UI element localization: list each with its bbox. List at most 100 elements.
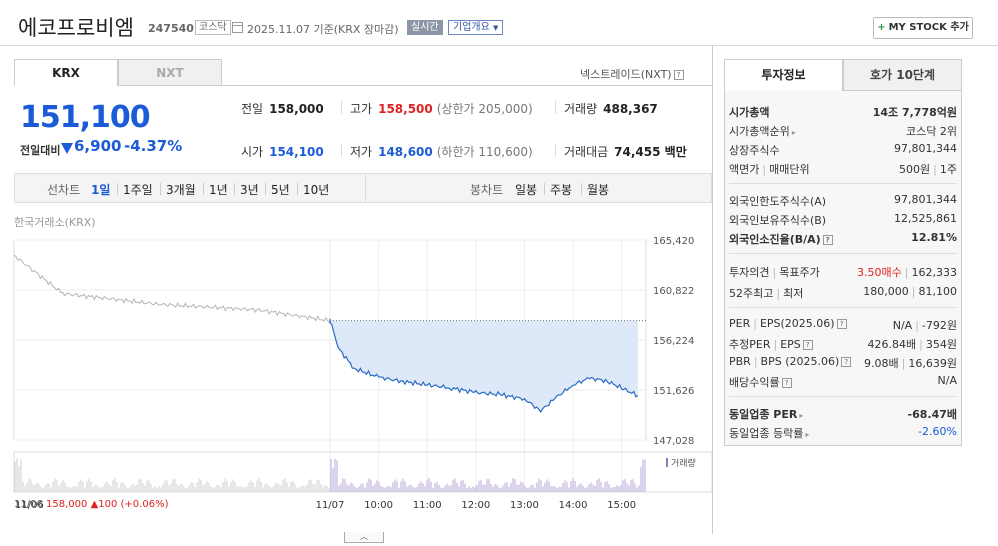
- help-icon[interactable]: ?: [781, 378, 792, 388]
- help-icon[interactable]: ?: [841, 357, 852, 367]
- x-tick-label: 11/06: [15, 500, 44, 510]
- divider: [729, 307, 957, 308]
- tab-krx[interactable]: KRX: [14, 59, 118, 86]
- company-overview-button[interactable]: 기업개요 ▼: [448, 20, 504, 35]
- period-1w[interactable]: 1주일: [123, 183, 153, 197]
- row-value: 354원: [925, 338, 957, 351]
- row-value: 97,801,344: [894, 142, 957, 155]
- chevron-right-icon: ▸: [791, 128, 796, 137]
- chevron-up-icon: ︿: [360, 532, 368, 541]
- period-3m[interactable]: 3개월: [166, 183, 196, 197]
- divider: [297, 183, 298, 195]
- period-3y[interactable]: 3년: [240, 183, 259, 197]
- row-label: 추정PER: [729, 338, 771, 351]
- stat-amount: 거래대금 74,455 백만: [564, 143, 687, 160]
- nextrade-label: 넥스트레이드(NXT): [580, 68, 672, 81]
- nextrade-link[interactable]: 넥스트레이드(NXT)?: [580, 66, 684, 82]
- row-label: 시가총액: [729, 106, 770, 119]
- divider: [265, 183, 266, 195]
- tab-orderbook[interactable]: 호가 10단계: [843, 59, 962, 91]
- row-foreign-limit: 외국인한도주식수(A) 97,801,344: [729, 193, 957, 209]
- row-est-per: 추정PER | EPS? 426.84배 | 354원: [729, 338, 957, 351]
- realtime-badge[interactable]: 실시간: [407, 20, 443, 35]
- divider: [729, 396, 957, 397]
- chart-period-bar: 선차트 1일 1주일 3개월 1년 3년 5년 10년 봉차트 일봉 주봉 월봉: [14, 173, 712, 203]
- market-badge: 코스닥: [195, 20, 231, 35]
- stat-low: 저가 148,600 (하한가 110,600): [350, 143, 533, 160]
- row-industry-rate[interactable]: 동일업종 등락률 ▸ -2.60%: [729, 425, 957, 441]
- tab-invest-info[interactable]: 투자정보: [724, 59, 843, 91]
- row-value: 500원: [899, 163, 931, 176]
- stat-high: 고가 158,500 (상한가 205,000): [350, 100, 533, 117]
- divider: [341, 101, 342, 114]
- plus-icon: +: [877, 22, 886, 33]
- calendar-icon: [232, 22, 243, 33]
- y-tick-label: 156,224: [653, 336, 694, 347]
- y-tick-label: 165,420: [653, 236, 694, 247]
- divider: [234, 183, 235, 195]
- collapse-button[interactable]: ︿: [344, 532, 384, 543]
- price-change-pct: -4.37%: [124, 137, 183, 155]
- invest-info-panel: [724, 91, 962, 446]
- stat-volume: 거래량 488,367: [564, 100, 658, 117]
- row-label: PER: [729, 317, 751, 330]
- row-foreign-ratio: 외국인소진율(B/A)? 12.81%: [729, 231, 957, 247]
- row-foreign-hold: 외국인보유주식수(B) 12,525,861: [729, 212, 957, 228]
- divider: [117, 183, 118, 195]
- candle-daily[interactable]: 일봉: [515, 183, 538, 197]
- candle-monthly[interactable]: 월봉: [587, 183, 610, 197]
- upper-limit: (상한가 205,000): [436, 102, 533, 116]
- row-value: 426.84배: [867, 338, 917, 351]
- help-icon[interactable]: ?: [802, 340, 813, 350]
- row-industry-per[interactable]: 동일업종 PER ▸ -68.47배: [729, 406, 957, 422]
- tab-divider: [222, 85, 712, 86]
- prev-day-info: 11/06 158,000 ▲100 (+0.06%): [14, 499, 168, 510]
- row-value: 97,801,344: [894, 193, 957, 206]
- price-chart[interactable]: 165,420 160,822 156,224 151,626 147,028 11/06…: [0, 225, 712, 510]
- row-label: 외국인한도주식수(A): [729, 195, 827, 208]
- panel-divider: [712, 46, 713, 534]
- row-mcap-rank[interactable]: 시가총액순위 ▸ 코스닥 2위: [729, 123, 957, 139]
- stat-label: 시가: [241, 145, 264, 159]
- below-prev-fill: [330, 318, 638, 412]
- prev-day-change: ▲100: [90, 499, 118, 510]
- stat-prev: 전일 158,000: [241, 100, 324, 117]
- help-icon[interactable]: ?: [836, 319, 847, 329]
- divider: [555, 144, 556, 157]
- stat-value: 154,100: [269, 145, 324, 159]
- row-value: 81,100: [918, 285, 958, 298]
- stat-label: 저가: [350, 145, 373, 159]
- row-par-lot: 액면가 | 매매단위 500원 | 1주: [729, 163, 957, 176]
- line-chart-label: 선차트: [47, 183, 81, 197]
- company-name: 에코프로비엠: [18, 16, 134, 40]
- stat-label: 전일: [241, 102, 264, 116]
- series-line-prev-day: [13, 254, 331, 325]
- chart-area: [330, 318, 646, 412]
- prev-day-date: 11/06: [14, 499, 43, 510]
- candle-weekly[interactable]: 주봉: [550, 183, 573, 197]
- divider: [581, 183, 582, 195]
- period-10y[interactable]: 10년: [303, 183, 330, 197]
- volume-bars: [14, 458, 646, 492]
- row-label: BPS (2025.06): [760, 355, 840, 368]
- row-value: -68.47배: [907, 408, 957, 421]
- period-1d[interactable]: 1일: [91, 183, 111, 197]
- divider: [341, 144, 342, 157]
- row-label: 매매단위: [769, 163, 810, 176]
- stat-label: 거래대금: [564, 145, 609, 159]
- row-shares: 상장주식수 97,801,344: [729, 142, 957, 158]
- tab-nxt[interactable]: NXT: [118, 59, 222, 86]
- candle-chart-label: 봉차트: [470, 183, 504, 197]
- divider: [729, 253, 957, 254]
- row-value: 14조 7,778억원: [872, 106, 957, 119]
- my-stock-add-button[interactable]: + MY STOCK 추가: [873, 17, 973, 39]
- row-label: 상장주식수: [729, 144, 780, 157]
- help-icon[interactable]: ?: [673, 70, 684, 80]
- help-icon[interactable]: ?: [822, 235, 833, 245]
- period-5y[interactable]: 5년: [271, 183, 290, 197]
- company-overview-label: 기업개요: [453, 22, 490, 33]
- chart-source: 한국거래소(KRX): [14, 216, 96, 229]
- period-1y[interactable]: 1년: [209, 183, 228, 197]
- row-dividend: 배당수익률? N/A: [729, 374, 957, 390]
- x-tick-label: 11/07: [316, 500, 345, 510]
